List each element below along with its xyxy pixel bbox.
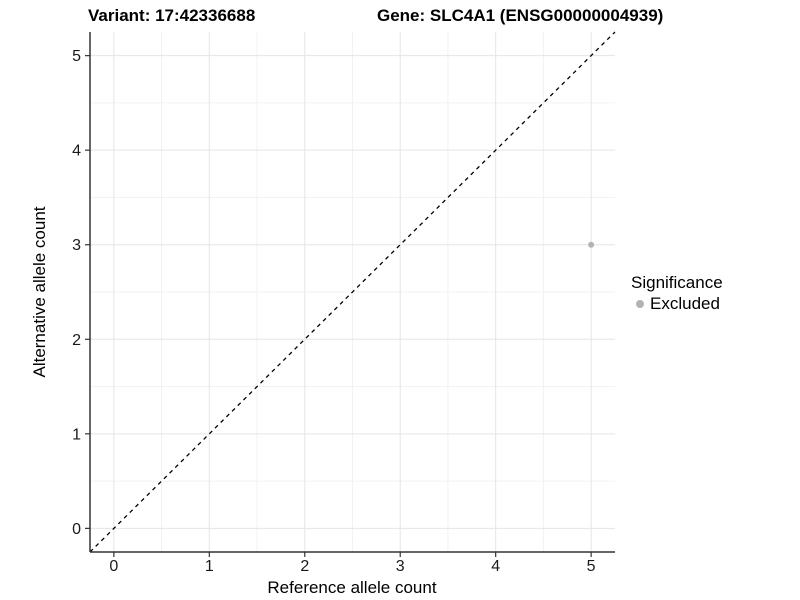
legend-item-excluded: Excluded: [631, 294, 723, 314]
legend: Significance Excluded: [631, 273, 723, 314]
legend-title: Significance: [631, 273, 723, 292]
y-tick-label: 4: [72, 143, 81, 160]
identity-line: [89, 31, 616, 553]
legend-item-label: Excluded: [650, 294, 720, 313]
data-point-excluded: [588, 241, 595, 248]
x-tick-label: 5: [587, 558, 596, 575]
excluded-dot-icon: [636, 300, 644, 308]
x-tick-label: 2: [300, 558, 309, 575]
y-tick-label: 5: [72, 48, 81, 65]
plot-title-gene: Gene: SLC4A1 (ENSG00000004939): [377, 6, 664, 25]
x-tick-label: 1: [205, 558, 214, 575]
y-tick-label: 3: [72, 237, 81, 254]
plot-title-variant: Variant: 17:42336688: [88, 6, 256, 25]
x-tick-label: 0: [109, 558, 118, 575]
x-axis-title: Reference allele count: [267, 578, 437, 597]
x-tick-label: 3: [396, 558, 405, 575]
y-axis-title: Alternative allele count: [30, 206, 49, 378]
y-tick-label: 1: [72, 426, 81, 443]
y-tick-label: 2: [72, 332, 81, 349]
x-tick-label: 4: [491, 558, 500, 575]
y-tick-label: 0: [72, 521, 81, 538]
